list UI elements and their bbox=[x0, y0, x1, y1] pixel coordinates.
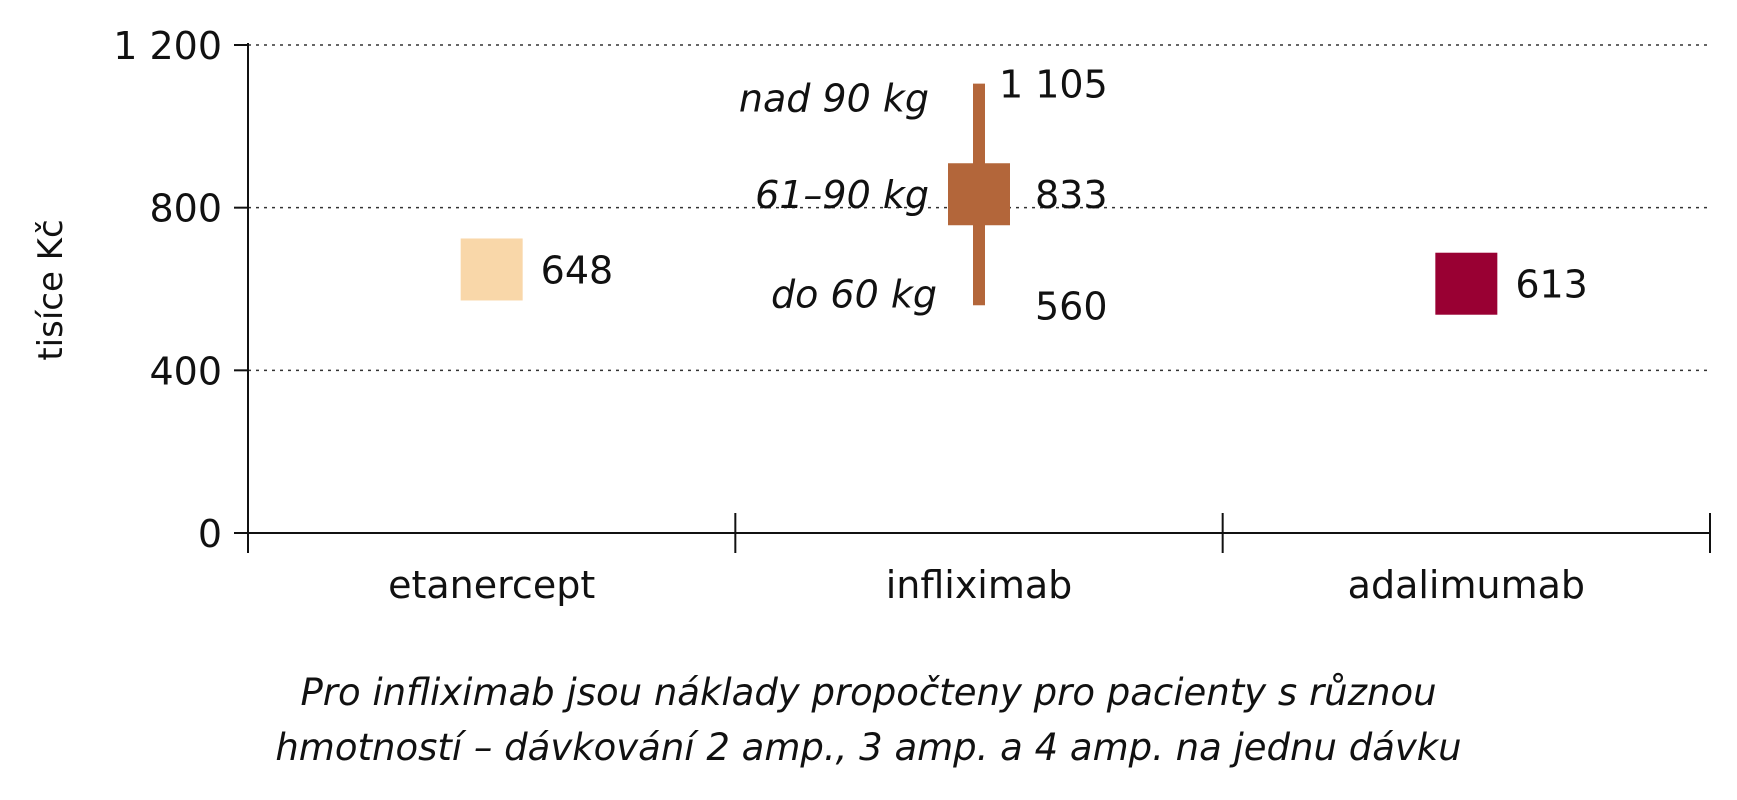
caption-line-2: hmotností – dávkování 2 amp., 3 amp. a 4… bbox=[275, 726, 1462, 769]
axes bbox=[234, 43, 1711, 553]
value-label-infliximab: 833 bbox=[1035, 173, 1108, 217]
category-label: etanercept bbox=[388, 563, 595, 607]
data-marks bbox=[460, 83, 1498, 315]
caption-line-1: Pro infliximab jsou náklady propočteny p… bbox=[300, 671, 1437, 714]
value-label-etanercept: 648 bbox=[541, 248, 614, 292]
value-label-adalimumab: 613 bbox=[1515, 263, 1588, 307]
y-tick-label: 1 200 bbox=[113, 24, 222, 68]
y-tick-label: 400 bbox=[149, 349, 222, 393]
weight-label-mid: 61–90 kg bbox=[755, 173, 929, 217]
value-marker-infliximab bbox=[948, 163, 1010, 226]
value-marker-etanercept bbox=[460, 238, 523, 301]
range-high-label: 1 105 bbox=[999, 63, 1108, 107]
y-axis-label: tisíce Kč bbox=[31, 219, 71, 360]
chart: 0 400 800 1 200 tisíce Kč etanercept inflixi… bbox=[31, 24, 1711, 607]
weight-label-high: nad 90 kg bbox=[739, 77, 929, 121]
value-marker-adalimumab bbox=[1435, 252, 1498, 315]
y-tick-labels: 0 400 800 1 200 bbox=[113, 24, 222, 556]
range-low-label: 560 bbox=[1035, 284, 1108, 328]
chart-caption: Pro infliximab jsou náklady propočteny p… bbox=[0, 665, 1737, 775]
category-label: adalimumab bbox=[1348, 563, 1585, 607]
category-label: infliximab bbox=[886, 563, 1073, 607]
weight-label-low: do 60 kg bbox=[771, 272, 937, 316]
y-tick-label: 800 bbox=[149, 187, 222, 231]
x-tick-labels: etanercept infliximab adalimumab bbox=[388, 563, 1585, 607]
data-labels: 648 833 613 1 105 560 nad 90 kg 61–90 kg do 60 … bbox=[541, 63, 1588, 329]
y-tick-label: 0 bbox=[198, 512, 222, 556]
